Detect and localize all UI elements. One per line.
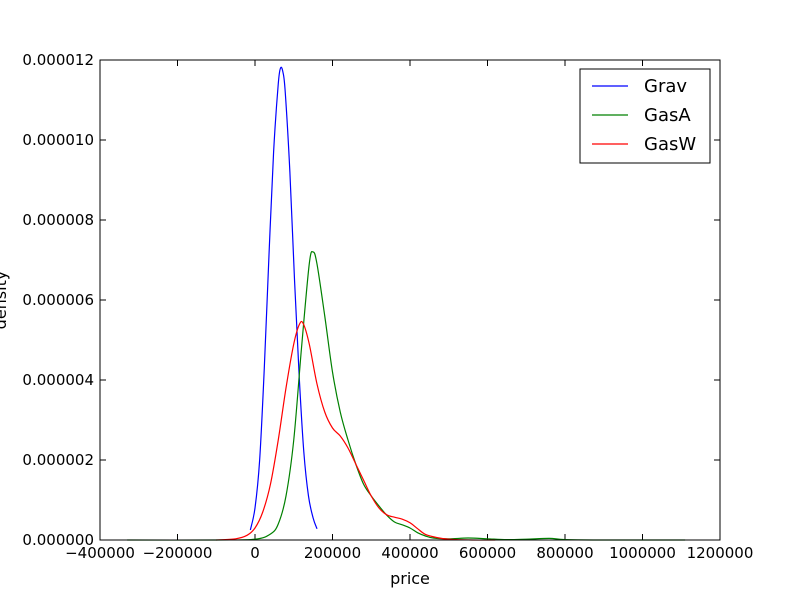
series-line-gasw xyxy=(216,320,496,541)
y-tick-label: 0.000008 xyxy=(22,211,94,229)
x-tick-label: 200000 xyxy=(304,544,361,562)
x-axis-label: price xyxy=(390,569,430,588)
x-tick-label: 1000000 xyxy=(609,544,676,562)
legend-box xyxy=(579,68,711,164)
x-tick-label: 600000 xyxy=(459,544,516,562)
x-tick-label: −200000 xyxy=(143,544,213,562)
legend-label-grav: Grav xyxy=(644,76,687,97)
legend: Grav GasA GasW xyxy=(579,68,711,164)
series-line-grav xyxy=(249,66,318,531)
plot-frame xyxy=(99,59,721,541)
x-tick-label: 800000 xyxy=(536,544,593,562)
y-tick-label: 0.000000 xyxy=(22,531,94,549)
y-axis-label: density xyxy=(0,271,10,330)
y-axis-ticks: 0.000000 0.000002 0.000004 0.000006 0.000008… xyxy=(22,51,720,549)
y-tick-label: 0.000010 xyxy=(22,131,94,149)
x-tick-label: −400000 xyxy=(65,544,135,562)
y-tick-label: 0.000006 xyxy=(22,291,94,309)
y-tick-label: 0.000004 xyxy=(22,371,94,389)
x-tick-label: 1200000 xyxy=(687,544,754,562)
y-tick-label: 0.000012 xyxy=(22,51,94,69)
x-tick-label: 400000 xyxy=(381,544,438,562)
x-axis-ticks: −400000 −200000 0 200000 400000 600000 800000 1… xyxy=(65,60,753,562)
legend-label-gasw: GasW xyxy=(644,134,696,155)
y-tick-label: 0.000002 xyxy=(22,451,94,469)
x-tick-label: 0 xyxy=(250,544,260,562)
legend-label-gasa: GasA xyxy=(644,105,691,126)
